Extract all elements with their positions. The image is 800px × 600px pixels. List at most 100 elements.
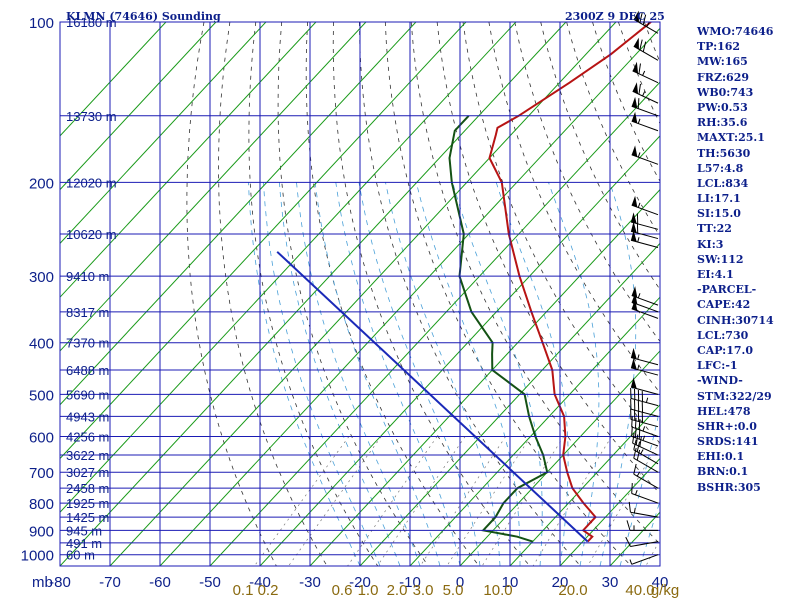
mixing-ratio-label: 0.6 (332, 582, 353, 599)
dry-adiabat (186, 22, 277, 566)
barb-pennant (630, 358, 637, 370)
barb-flag (632, 432, 635, 444)
pressure-tick-label: 100 (29, 15, 54, 32)
pressure-tick-label: 900 (29, 523, 54, 540)
height-label: 16180 m (66, 15, 117, 30)
temperature-tick-label: 0 (456, 574, 464, 591)
isotherm (60, 22, 467, 460)
barb-flag (642, 14, 647, 25)
wind-barb (630, 377, 659, 395)
barb-flag (626, 520, 631, 531)
wind-barb (630, 230, 659, 248)
parcel-line (276, 251, 589, 543)
moist-adiabat (358, 182, 481, 566)
height-label: 10620 m (66, 227, 117, 242)
stat-item: EHI:0.1 (697, 450, 745, 464)
barb-pennant (630, 230, 637, 242)
barb-flag (633, 439, 637, 450)
station-title: KLMN (74646) Sounding (66, 10, 221, 23)
isotherm (209, 81, 660, 566)
isotherm (109, 22, 617, 566)
barb-pennant (632, 82, 639, 94)
barb-staff (631, 120, 659, 132)
temperature-tick-label: 40 (652, 574, 669, 591)
moist-adiabat (314, 182, 441, 566)
wind-barb (630, 212, 659, 230)
height-label: 2458 m (66, 481, 109, 496)
barb-staff (633, 18, 659, 34)
pressure-tick-label: 800 (29, 496, 54, 513)
wind-barb (632, 432, 659, 456)
moist-adiabat (495, 182, 569, 566)
wind-barb (632, 61, 659, 84)
wind-barb (628, 501, 659, 518)
isotherm (60, 22, 367, 352)
temperature-line (488, 22, 652, 543)
dry-adiabat (218, 22, 328, 566)
wind-barb (631, 286, 659, 306)
barb-pennant (633, 10, 639, 23)
stat-item: WMO:74646 (697, 25, 774, 38)
barb-pennant (631, 286, 638, 298)
height-label: 13730 m (66, 109, 117, 124)
stat-item: EI:4.1 (697, 268, 734, 281)
stat-item: LCL:730 (697, 328, 749, 342)
temperature-tick-label: -70 (99, 574, 121, 591)
stat-item: FRZ:629 (697, 70, 750, 84)
barb-half-flag (646, 22, 650, 28)
barb-pennant (632, 61, 639, 74)
stat-item: RH:35.6 (697, 116, 748, 130)
barb-staff (630, 386, 659, 395)
dry-adiabat (540, 22, 660, 291)
isotherm (359, 242, 660, 566)
barb-staff (630, 230, 659, 240)
height-label: 4943 m (66, 409, 109, 424)
isotherm (509, 403, 660, 566)
temperature-tick-label: -30 (299, 574, 321, 591)
barb-half-flag (642, 426, 646, 432)
barb-half-flag (637, 293, 641, 299)
barb-half-flag (637, 237, 640, 243)
moist-adiabat (452, 182, 543, 566)
barb-staff (631, 554, 659, 565)
height-label: 7370 m (66, 336, 109, 351)
height-label: 3622 m (66, 448, 109, 463)
barb-flag (642, 41, 647, 52)
wind-barb (630, 221, 659, 240)
barb-half-flag (645, 397, 649, 403)
barb-pennant (631, 111, 638, 124)
mixing-ratio-label: 20.0 (558, 582, 587, 599)
isotherm (60, 22, 317, 298)
stat-item: CINH:30714 (697, 313, 774, 327)
pressure-tick-label: 400 (29, 336, 54, 353)
barb-pennant (630, 347, 637, 360)
height-label: 4256 m (66, 430, 109, 445)
y-axis-label: mb (32, 574, 53, 591)
stat-item: MW:165 (697, 55, 748, 69)
mixing-ratio-line (481, 436, 565, 566)
barb-flag (638, 83, 641, 95)
plot-area (60, 22, 660, 566)
barb-staff (632, 90, 659, 104)
stat-item: LFC:-1 (697, 359, 738, 373)
barb-flag (638, 428, 641, 440)
barb-staff (631, 435, 659, 447)
barb-flag (636, 441, 641, 452)
mixing-ratio-label: 1.0 (358, 582, 379, 599)
height-label: 5690 m (66, 387, 109, 402)
wind-barb-column (625, 10, 659, 565)
barb-half-flag (642, 435, 646, 441)
wind-barb (630, 387, 659, 407)
height-label: 1425 m (66, 510, 109, 525)
barb-half-flag (637, 202, 641, 208)
stat-item: TH:5630 (697, 146, 751, 160)
sounding-indices-panel: WMO:74646 TP:162 MW:165 FRZ:629 WB0:743 PW:0.… (697, 24, 797, 495)
wind-barb (631, 195, 659, 216)
barb-flag (639, 436, 642, 447)
isotherm (459, 350, 660, 566)
barb-staff (630, 511, 659, 518)
pressure-tick-label: 200 (29, 175, 54, 192)
temperature-tick-label: 30 (602, 574, 619, 591)
barb-pennant (630, 377, 637, 389)
mixing-ratio-label: g/kg (651, 582, 679, 599)
